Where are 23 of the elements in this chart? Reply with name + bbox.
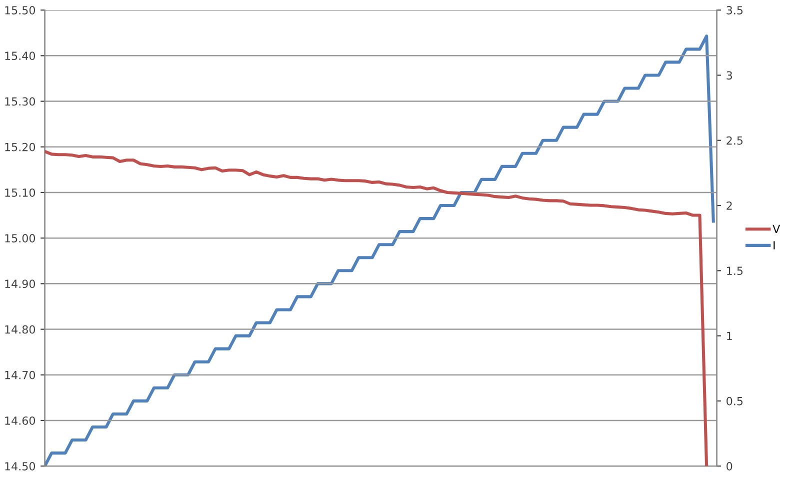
y-tick-label: 14.70 [5, 370, 36, 380]
y2-tick-label: 0.5 [726, 396, 743, 406]
y-tick-label: 15.30 [5, 97, 36, 106]
y-tick-label: 14.90 [5, 280, 36, 288]
y-tick-label: 14.60 [5, 416, 36, 425]
y-tick-label: 15.10 [5, 188, 36, 197]
legend-label: V [772, 224, 780, 233]
y2-tick-label: 1.5 [727, 266, 743, 276]
y-tick-label: 15.50 [5, 6, 36, 14]
y2-tick-label: 2.5 [726, 136, 743, 145]
y2-tick-label: 0 [726, 462, 732, 470]
legend-label: I [774, 241, 775, 250]
y-tick-label: 15.40 [5, 52, 36, 60]
y2-tick-label: 3 [726, 71, 732, 80]
y2-tick-label: 1 [727, 332, 732, 340]
y-tick-label: 14.50 [5, 462, 36, 470]
y-tick-label: 15.00 [5, 234, 36, 242]
line-series [44, 150, 708, 466]
y2-tick-label: 3.5 [726, 6, 743, 14]
line-series [44, 34, 715, 466]
y-tick-label: 15.20 [5, 142, 36, 152]
y-tick-label: 14.80 [5, 325, 36, 334]
y2-tick-label: 2 [726, 201, 732, 210]
